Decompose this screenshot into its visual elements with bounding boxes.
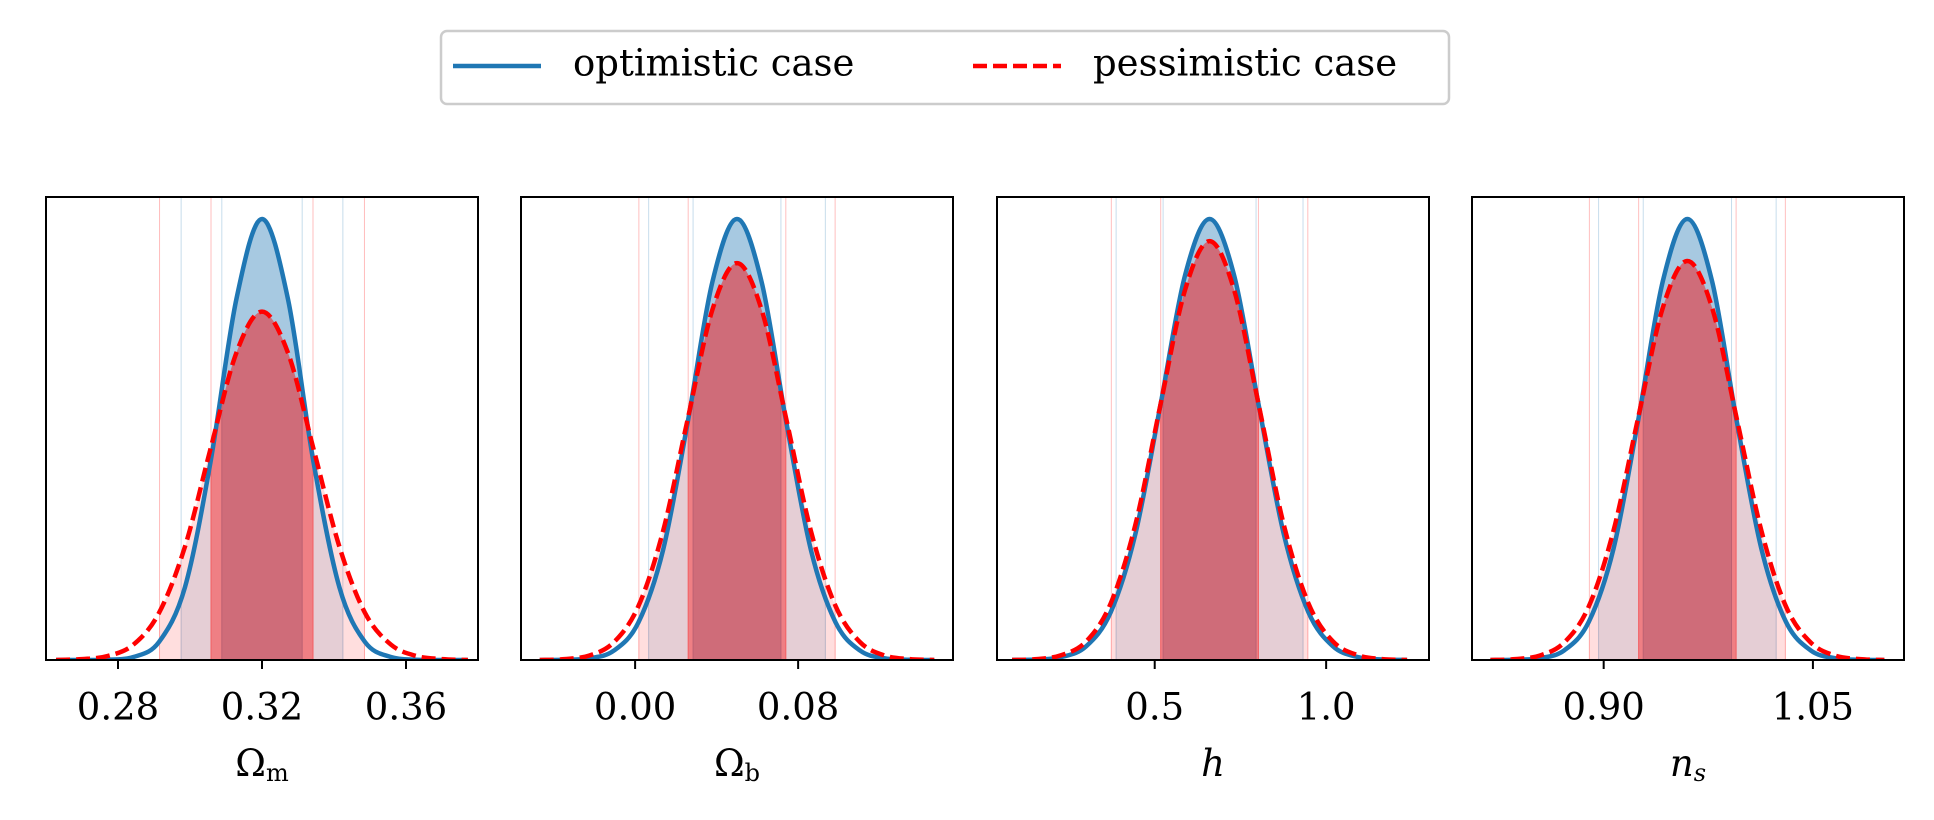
- credible-band: [648, 219, 826, 660]
- x-label-symbol: h: [1201, 742, 1225, 785]
- density-line: [1012, 216, 1408, 660]
- panel: 0.5 1.0 h: [996, 196, 1430, 785]
- x-tick-label: 1.05: [1772, 686, 1854, 729]
- x-label-symbol: Ω: [235, 742, 266, 785]
- x-label-subscript: m: [266, 759, 289, 787]
- credible-band: [1110, 241, 1309, 660]
- density-line: [1490, 258, 1885, 660]
- plot-area: [1490, 197, 1885, 660]
- x-axis-label: ns: [1670, 742, 1706, 787]
- x-axis-label: h: [1201, 742, 1225, 785]
- panel: 0.00 0.08 Ωb: [520, 196, 954, 787]
- legend-frame: [439, 29, 1451, 106]
- x-label-symbol: Ω: [714, 742, 745, 785]
- x-tick-label: 0.00: [594, 686, 676, 729]
- axes-frame: [1471, 196, 1905, 661]
- credible-band: [1638, 260, 1737, 660]
- legend: optimistic case pessimistic case: [439, 29, 1451, 106]
- density-line: [1012, 238, 1408, 660]
- credible-band: [1598, 219, 1777, 660]
- axes-frame: [520, 196, 954, 661]
- plot-area: [1012, 197, 1408, 660]
- x-tick-label: 1.0: [1297, 686, 1356, 729]
- credible-band: [692, 219, 782, 660]
- density-line: [539, 216, 935, 660]
- credible-band: [1160, 241, 1259, 660]
- density-line: [539, 260, 935, 660]
- x-tick-label: 0.90: [1562, 686, 1644, 729]
- x-tick-label: 0.08: [757, 686, 839, 729]
- credible-band: [1642, 219, 1733, 660]
- x-tick-label: 0.5: [1125, 686, 1184, 729]
- credible-band: [210, 311, 314, 660]
- axes-frame: [996, 196, 1430, 661]
- x-tick-label: 0.32: [221, 686, 303, 729]
- credible-band: [1115, 219, 1304, 660]
- x-tick-label: 0.36: [365, 686, 447, 729]
- credible-band: [687, 263, 787, 660]
- x-tick-label: 0.28: [77, 686, 159, 729]
- legend-label: pessimistic case: [1093, 42, 1397, 85]
- panel: 0.28 0.32 0.36 Ωm: [45, 196, 479, 787]
- credible-band: [1162, 219, 1257, 660]
- x-axis-label: Ωm: [235, 742, 289, 787]
- legend-label: optimistic case: [573, 42, 854, 85]
- credible-band: [638, 263, 836, 660]
- x-label-subscript: s: [1694, 759, 1706, 787]
- credible-band: [221, 219, 303, 660]
- x-label-subscript: b: [745, 759, 760, 787]
- density-line: [56, 216, 468, 660]
- plot-area: [539, 197, 935, 660]
- density-line: [56, 309, 468, 660]
- credible-band: [159, 311, 365, 660]
- credible-band: [180, 219, 344, 660]
- x-axis-label: Ωb: [714, 742, 760, 787]
- density-line: [1490, 216, 1885, 660]
- plot-area: [56, 197, 468, 660]
- x-label-symbol: n: [1670, 742, 1694, 785]
- credible-band: [1588, 260, 1786, 660]
- panel: 0.90 1.05 ns: [1471, 196, 1905, 787]
